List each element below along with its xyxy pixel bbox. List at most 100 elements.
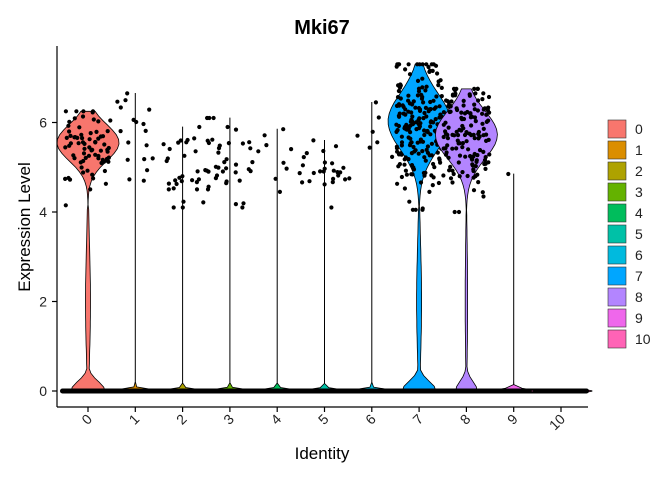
x-axis-ticks: 0 1 2 3 4 5 6 7 8 9 10 (78, 407, 568, 433)
legend-label: 2 (635, 163, 643, 179)
data-point (472, 136, 477, 141)
legend-swatch-4 (607, 203, 627, 223)
legend-label: 9 (635, 310, 643, 326)
legend-swatch-2 (607, 161, 627, 181)
data-point (455, 133, 461, 138)
data-point (471, 175, 476, 180)
data-point (486, 94, 492, 100)
data-point (80, 114, 86, 119)
legend-swatch-7 (607, 266, 627, 286)
data-point (102, 159, 107, 164)
data-point (196, 177, 201, 182)
violin-5 (293, 140, 356, 393)
data-point (423, 158, 428, 163)
plot-area (56, 62, 593, 394)
data-point (461, 103, 466, 108)
data-point (66, 175, 71, 181)
data-point (102, 142, 107, 147)
data-point (233, 127, 239, 132)
zero-points-7 (391, 388, 448, 394)
data-point (484, 138, 489, 143)
legend-label: 4 (635, 205, 643, 221)
data-point (141, 178, 146, 183)
data-point (416, 126, 422, 131)
data-point (473, 119, 478, 124)
data-point (233, 202, 238, 207)
data-point (430, 68, 435, 73)
x-tick-label: 6 (362, 411, 379, 428)
data-point (457, 153, 463, 158)
x-tick-label: 3 (220, 411, 237, 428)
data-point (103, 181, 108, 186)
data-point (438, 78, 443, 83)
x-tick-label: 4 (267, 411, 284, 428)
legend-swatch-3 (607, 182, 627, 202)
data-point (67, 129, 72, 134)
data-point (467, 131, 472, 136)
data-point (403, 67, 408, 72)
data-point (118, 105, 123, 110)
data-point (102, 168, 107, 174)
data-point (466, 147, 471, 152)
data-point (143, 128, 148, 133)
data-point (421, 100, 426, 105)
data-point (77, 125, 82, 130)
data-point (210, 137, 215, 142)
data-point (424, 84, 429, 89)
data-point (90, 147, 95, 152)
data-point (439, 85, 444, 90)
data-point (375, 140, 380, 145)
data-point (397, 85, 403, 90)
data-point (443, 120, 448, 125)
data-point (474, 159, 479, 164)
data-point (472, 107, 477, 112)
data-point (439, 94, 444, 99)
violin-0 (56, 110, 120, 393)
data-point (436, 83, 441, 88)
data-point (415, 78, 421, 83)
data-point (96, 136, 101, 141)
data-point (250, 160, 255, 165)
data-point (450, 132, 455, 137)
data-point (91, 176, 96, 181)
data-point (176, 140, 181, 145)
data-point (145, 168, 150, 173)
data-point (106, 159, 111, 164)
data-point (396, 152, 402, 157)
data-point (445, 99, 450, 104)
data-point (67, 119, 72, 124)
legend-swatch-6 (607, 245, 627, 265)
data-point (438, 112, 443, 117)
data-point (410, 172, 415, 177)
legend-label: 3 (635, 184, 643, 200)
data-point (430, 183, 435, 188)
zero-points-10 (533, 388, 589, 394)
data-point (216, 150, 221, 155)
data-point (424, 114, 429, 119)
legend-swatch-8 (607, 287, 627, 307)
data-point (484, 119, 489, 124)
x-tick-label: 2 (173, 411, 190, 428)
legend-swatch-5 (607, 224, 627, 244)
data-point (431, 98, 436, 103)
data-point (79, 132, 84, 137)
data-point (147, 107, 152, 112)
data-point (66, 123, 71, 128)
data-point (68, 133, 73, 138)
data-point (81, 109, 86, 114)
data-point (195, 169, 200, 174)
data-point (322, 166, 327, 171)
data-point (142, 157, 147, 162)
data-point (477, 134, 482, 139)
data-point (395, 128, 400, 133)
data-point (472, 86, 477, 91)
data-point (390, 154, 395, 159)
data-point (417, 108, 423, 113)
data-point (450, 168, 455, 173)
data-point (399, 174, 404, 180)
data-point (410, 114, 415, 119)
data-point (409, 163, 415, 168)
data-point (453, 91, 458, 96)
data-point (441, 173, 446, 178)
data-point (451, 171, 456, 177)
